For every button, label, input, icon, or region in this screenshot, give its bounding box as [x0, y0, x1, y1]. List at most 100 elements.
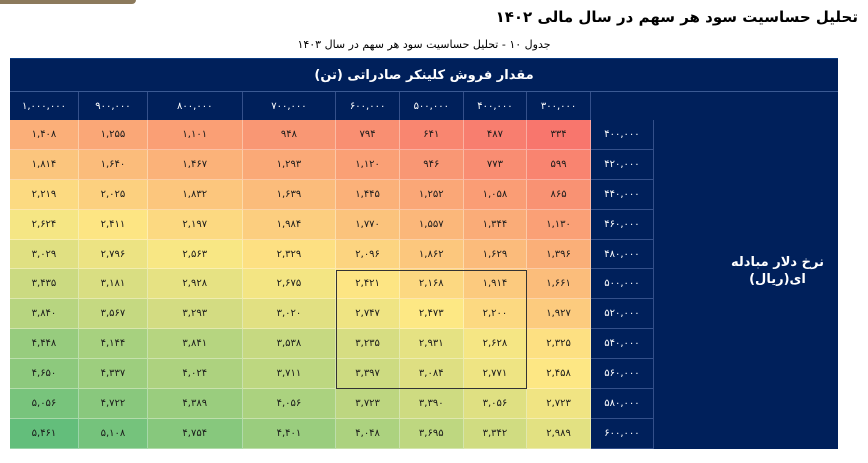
row-header-rate: ۵۲۰,۰۰۰ — [590, 299, 654, 330]
eps-cell: ۲,۶۷۵ — [242, 269, 337, 300]
table-row: ۳,۰۲۹ ۲,۷۹۶ ۲,۵۶۳ ۲,۳۲۹ ۲,۰۹۶ ۱,۸۶۲ ۱,۶۲۹ ۱,۳۹۶… — [10, 239, 654, 270]
eps-cell: ۱,۸۶۲ — [399, 239, 464, 270]
column-header: ۳۰۰,۰۰۰ — [527, 92, 591, 120]
column-headers: ۱,۰۰۰,۰۰۰ ۹۰۰,۰۰۰ ۸۰۰,۰۰۰ ۷۰۰,۰۰۰ ۶۰۰,۰۰۰ ۵۰۰… — [10, 92, 654, 120]
eps-cell: ۲,۲۰۰ — [463, 299, 528, 330]
eps-cell: ۷۷۳ — [463, 149, 528, 180]
row-group-title: نرخ دلار مبادله ای(ریال) — [731, 254, 824, 287]
header-corner — [591, 92, 654, 120]
column-header: ۸۰۰,۰۰۰ — [148, 92, 243, 120]
column-header: ۴۰۰,۰۰۰ — [464, 92, 528, 120]
eps-cell: ۴,۴۴۸ — [10, 329, 79, 360]
row-header-rate: ۶۰۰,۰۰۰ — [590, 418, 654, 449]
eps-cell: ۲,۳۲۵ — [527, 329, 591, 360]
eps-cell: ۳,۸۴۱ — [147, 329, 243, 360]
eps-cell: ۴,۷۵۴ — [147, 418, 243, 449]
eps-cell: ۲,۶۲۴ — [10, 209, 79, 240]
eps-cell: ۱,۸۳۲ — [147, 179, 243, 210]
eps-cell: ۵,۱۰۸ — [78, 418, 148, 449]
eps-cell: ۱,۷۷۰ — [336, 209, 400, 240]
table-row: ۲,۲۱۹ ۲,۰۲۵ ۱,۸۳۲ ۱,۶۳۹ ۱,۴۴۵ ۱,۲۵۲ ۱,۰۵۸ ۸۶۵ ۴۴… — [10, 179, 654, 210]
row-header-rate: ۴۶۰,۰۰۰ — [590, 209, 654, 240]
eps-cell: ۱,۲۹۳ — [242, 149, 337, 180]
eps-cell: ۱,۸۱۴ — [10, 149, 79, 180]
table-row: ۳,۸۴۰ ۳,۵۶۷ ۳,۲۹۳ ۳,۰۲۰ ۲,۷۴۷ ۲,۴۷۳ ۲,۲۰۰ ۱,۹۲۷… — [10, 299, 654, 330]
column-group-title: مقدار فروش کلینکر صادراتی (تن) — [10, 59, 838, 92]
eps-cell: ۲,۲۱۹ — [10, 179, 79, 210]
eps-cell: ۴۸۷ — [463, 120, 528, 150]
eps-cell: ۲,۵۶۳ — [147, 239, 243, 270]
row-header-rate: ۴۲۰,۰۰۰ — [590, 149, 654, 180]
eps-cell: ۱,۳۴۴ — [463, 209, 528, 240]
eps-cell: ۶۴۱ — [399, 120, 464, 150]
eps-cell: ۳,۷۲۳ — [336, 389, 400, 419]
eps-cell: ۴,۶۵۰ — [10, 359, 79, 390]
eps-cell: ۸۶۵ — [527, 179, 591, 210]
eps-cell: ۱,۲۵۲ — [399, 179, 464, 210]
eps-cell: ۱,۹۸۴ — [242, 209, 337, 240]
table-row: ۱,۴۰۸ ۱,۲۵۵ ۱,۱۰۱ ۹۴۸ ۷۹۴ ۶۴۱ ۴۸۷ ۳۳۴ ۴۰۰,۰۰۰ — [10, 120, 654, 150]
eps-cell: ۱,۱۳۰ — [527, 209, 591, 240]
eps-cell: ۲,۹۳۱ — [399, 329, 464, 360]
table-row: ۵,۴۶۱ ۵,۱۰۸ ۴,۷۵۴ ۴,۴۰۱ ۴,۰۴۸ ۳,۶۹۵ ۳,۳۴۲ ۲,۹۸۹… — [10, 418, 654, 449]
eps-cell: ۲,۱۹۷ — [147, 209, 243, 240]
eps-cell: ۴,۴۰۱ — [242, 418, 337, 449]
column-header: ۱,۰۰۰,۰۰۰ — [10, 92, 79, 120]
eps-cell: ۱,۱۲۰ — [336, 149, 400, 180]
eps-cell: ۱,۴۶۷ — [147, 149, 243, 180]
page-top-tab-decoration — [0, 0, 136, 4]
eps-cell: ۱,۵۵۷ — [399, 209, 464, 240]
eps-cell: ۳,۱۸۱ — [78, 269, 148, 300]
eps-cell: ۳,۳۴۲ — [463, 418, 528, 449]
eps-cell: ۱,۴۰۸ — [10, 120, 79, 150]
eps-cell: ۴,۷۲۲ — [78, 389, 148, 419]
eps-cell: ۲,۱۶۸ — [399, 269, 464, 300]
eps-cell: ۳۳۴ — [527, 120, 591, 150]
eps-cell: ۱,۴۴۵ — [336, 179, 400, 210]
eps-cell: ۵۹۹ — [527, 149, 591, 180]
table-caption: جدول ۱۰ - تحلیل حساسیت سود هر سهم در سال… — [297, 38, 551, 51]
eps-cell: ۳,۵۶۷ — [78, 299, 148, 330]
column-header: ۵۰۰,۰۰۰ — [400, 92, 464, 120]
row-header-rate: ۵۸۰,۰۰۰ — [590, 389, 654, 419]
eps-cell: ۲,۷۴۷ — [336, 299, 400, 330]
eps-cell: ۹۴۸ — [242, 120, 337, 150]
table-row: ۳,۴۳۵ ۳,۱۸۱ ۲,۹۲۸ ۲,۶۷۵ ۲,۴۲۱ ۲,۱۶۸ ۱,۹۱۴ ۱,۶۶۱… — [10, 269, 654, 300]
eps-cell: ۱,۱۰۱ — [147, 120, 243, 150]
eps-cell: ۳,۰۲۰ — [242, 299, 337, 330]
page-title: تحلیل حساسیت سود هر سهم در سال مالی ۱۴۰۲ — [495, 8, 858, 26]
eps-cell: ۴,۰۲۴ — [147, 359, 243, 390]
eps-cell: ۳,۰۵۶ — [463, 389, 528, 419]
table-row: ۵,۰۵۶ ۴,۷۲۲ ۴,۳۸۹ ۴,۰۵۶ ۳,۷۲۳ ۳,۳۹۰ ۳,۰۵۶ ۲,۷۲۳… — [10, 389, 654, 419]
eps-cell: ۲,۰۲۵ — [78, 179, 148, 210]
eps-cell: ۲,۷۹۶ — [78, 239, 148, 270]
sensitivity-table: مقدار فروش کلینکر صادراتی (تن) ۱,۰۰۰,۰۰۰… — [10, 58, 838, 449]
column-header: ۶۰۰,۰۰۰ — [336, 92, 400, 120]
table-row: ۴,۶۵۰ ۴,۳۳۷ ۴,۰۲۴ ۳,۷۱۱ ۳,۳۹۷ ۳,۰۸۴ ۲,۷۷۱ ۲,۴۵۸… — [10, 359, 654, 390]
eps-cell: ۲,۴۷۳ — [399, 299, 464, 330]
eps-cell: ۳,۶۹۵ — [399, 418, 464, 449]
row-header-rate: ۵۴۰,۰۰۰ — [590, 329, 654, 360]
eps-cell: ۱,۶۲۹ — [463, 239, 528, 270]
eps-cell: ۳,۳۹۷ — [336, 359, 400, 390]
row-header-rate: ۴۸۰,۰۰۰ — [590, 239, 654, 270]
eps-cell: ۳,۴۳۵ — [10, 269, 79, 300]
eps-cell: ۷۹۴ — [336, 120, 400, 150]
eps-cell: ۳,۲۳۵ — [336, 329, 400, 360]
column-header: ۹۰۰,۰۰۰ — [79, 92, 148, 120]
eps-cell: ۳,۳۹۰ — [399, 389, 464, 419]
eps-cell: ۹۴۶ — [399, 149, 464, 180]
eps-cell: ۲,۰۹۶ — [336, 239, 400, 270]
eps-cell: ۵,۴۶۱ — [10, 418, 79, 449]
eps-cell: ۲,۷۷۱ — [463, 359, 528, 390]
table-row: ۲,۶۲۴ ۲,۴۱۱ ۲,۱۹۷ ۱,۹۸۴ ۱,۷۷۰ ۱,۵۵۷ ۱,۳۴۴ ۱,۱۳۰… — [10, 209, 654, 240]
eps-cell: ۲,۴۱۱ — [78, 209, 148, 240]
eps-cell: ۴,۱۴۴ — [78, 329, 148, 360]
eps-cell: ۲,۴۲۱ — [336, 269, 400, 300]
eps-cell: ۱,۲۵۵ — [78, 120, 148, 150]
table-row: ۱,۸۱۴ ۱,۶۴۰ ۱,۴۶۷ ۱,۲۹۳ ۱,۱۲۰ ۹۴۶ ۷۷۳ ۵۹۹ ۴۲۰,۰۰… — [10, 149, 654, 180]
row-header-rate: ۵۰۰,۰۰۰ — [590, 269, 654, 300]
eps-cell: ۱,۶۳۹ — [242, 179, 337, 210]
eps-cell: ۳,۲۹۳ — [147, 299, 243, 330]
eps-cell: ۲,۷۲۳ — [527, 389, 591, 419]
